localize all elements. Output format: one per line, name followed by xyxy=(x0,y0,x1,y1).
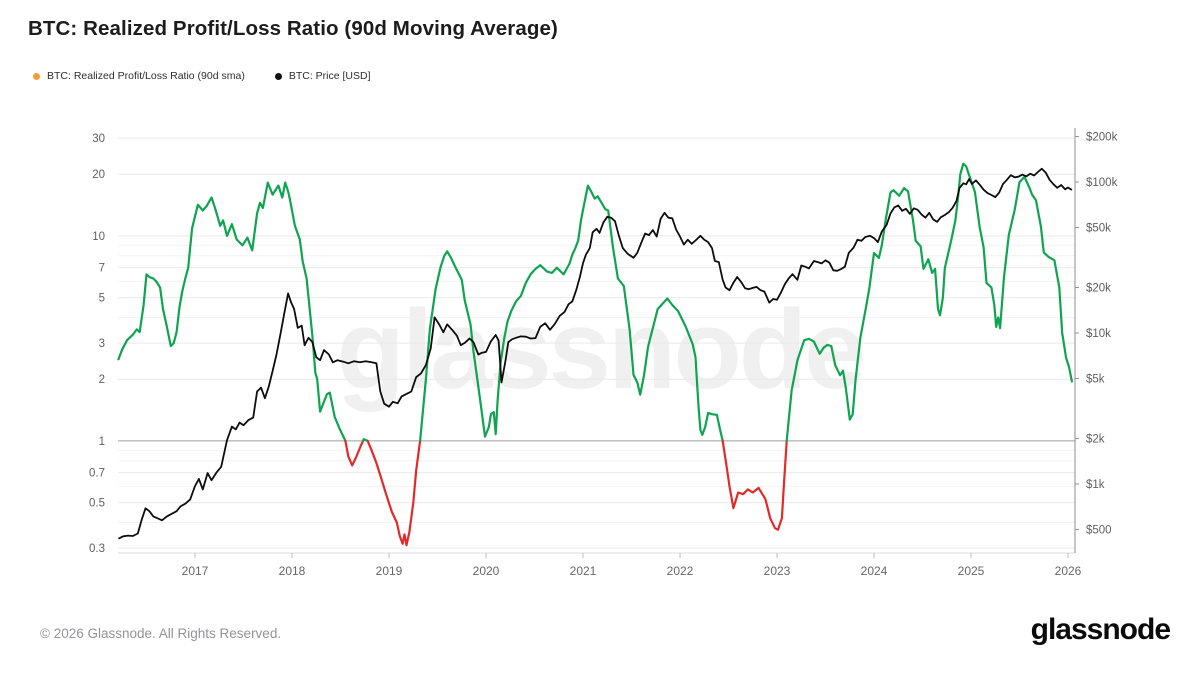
right-axis-tick-label: $1k xyxy=(1086,479,1105,491)
page-title: BTC: Realized Profit/Loss Ratio (90d Mov… xyxy=(28,17,558,40)
left-axis-tick-label: 7 xyxy=(99,263,105,275)
x-axis-tick-label: 2018 xyxy=(279,564,306,578)
left-axis-tick-label: 3 xyxy=(99,338,105,350)
x-axis-tick-label: 2022 xyxy=(667,564,694,578)
footer-copyright: © 2026 Glassnode. All Rights Reserved. xyxy=(40,626,282,641)
x-axis-tick-label: 2024 xyxy=(861,564,888,578)
left-axis-tick-label: 30 xyxy=(92,133,105,145)
legend-dot-icon xyxy=(33,72,40,80)
legend-item-0[interactable]: BTC: Realized Profit/Loss Ratio (90d sma… xyxy=(33,70,245,82)
right-axis-tick-label: $50k xyxy=(1086,222,1111,234)
ratio-line-below-1[interactable] xyxy=(721,439,788,531)
x-axis-tick-label: 2026 xyxy=(1055,564,1082,578)
glassnode-logo[interactable]: glassnode xyxy=(1030,613,1171,646)
right-axis-tick-label: $100k xyxy=(1086,177,1118,189)
chart-canvas[interactable]: glassnode 30 20 10 7 5 3 2 1 0.7 0.5 0.3 $200k $100k $… xyxy=(0,0,1200,600)
chart-legend: BTC: Realized Profit/Loss Ratio (90d sma… xyxy=(33,70,371,82)
glassnode-watermark: glassnode xyxy=(337,287,864,412)
right-axis-tick-label: $20k xyxy=(1086,283,1111,295)
x-axis-tick-label: 2023 xyxy=(764,564,791,578)
x-axis-tick-label: 2021 xyxy=(570,564,597,578)
ratio-line-above-1[interactable] xyxy=(785,162,1074,442)
ratio-line-above-1[interactable] xyxy=(361,438,369,442)
left-axis-tick-label: 2 xyxy=(99,374,105,386)
right-axis-tick-label: $2k xyxy=(1086,434,1105,446)
legend-item-1[interactable]: BTC: Price [USD] xyxy=(274,70,371,82)
left-axis-tick-label: 10 xyxy=(92,231,105,243)
ratio-line-above-1[interactable] xyxy=(419,184,724,442)
left-axis-tick-label: 20 xyxy=(92,169,105,181)
ratio-line-below-1[interactable] xyxy=(366,439,422,547)
left-axis-tick-label: 0.3 xyxy=(89,543,105,555)
left-axis-tick-label: 5 xyxy=(99,293,105,305)
x-axis-tick-label: 2025 xyxy=(958,564,985,578)
x-axis-tick-label: 2017 xyxy=(182,564,209,578)
ratio-line-above-1[interactable] xyxy=(117,181,347,442)
left-axis-tick-label: 1 xyxy=(99,436,105,448)
legend-label: BTC: Price [USD] xyxy=(288,70,371,82)
legend-dot-icon xyxy=(274,72,282,80)
legend-label: BTC: Realized Profit/Loss Ratio (90d sma… xyxy=(47,70,245,82)
right-axis-tick-label: $200k xyxy=(1086,132,1118,144)
right-axis-tick-label: $500 xyxy=(1086,524,1112,536)
x-axis-tick-label: 2019 xyxy=(376,564,403,578)
right-axis-tick-label: $5k xyxy=(1086,373,1105,385)
left-axis-tick-label: 0.7 xyxy=(89,468,105,480)
x-axis-tick-label: 2020 xyxy=(473,564,500,578)
left-axis-tick-label: 0.5 xyxy=(89,498,105,510)
right-axis-tick-label: $10k xyxy=(1086,328,1111,340)
price-line[interactable] xyxy=(117,167,1073,540)
ratio-line-below-1[interactable] xyxy=(344,439,365,467)
